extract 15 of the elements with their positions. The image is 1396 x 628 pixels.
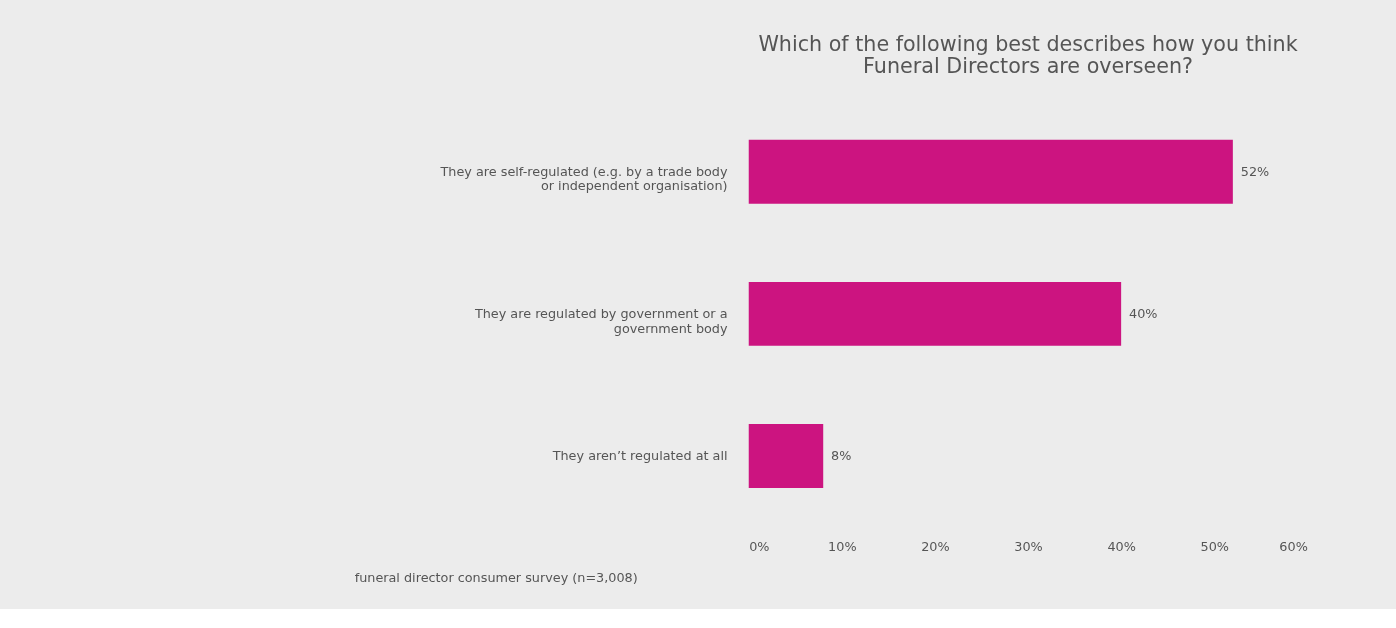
x-tick-label: 30% [1014,538,1043,554]
x-tick-label: 10% [828,538,857,554]
text: funeral director consumer survey (n=3,008) [354,569,638,585]
data-label: 52% [1240,163,1270,179]
x-tick-label: 60% [1279,538,1308,554]
y-tick-label: They are self-regulated (e.g. by a trade body or independent organisation) [439,163,728,194]
x-tick-label: 20% [921,538,950,554]
y-tick-label: They aren’t regulated at all [551,447,728,463]
x-tick-label: 50% [1200,538,1229,554]
x-tick-label: 0% [749,538,770,554]
data-label: 40% [1129,305,1158,321]
chart-title: Which of the following best describes how you think Funeral Directors are overseen? [758,31,1298,79]
x-tick-label: 40% [1107,538,1136,554]
data-label: 8% [831,447,852,463]
y-tick-label: They are regulated by government or a government body [473,305,728,336]
